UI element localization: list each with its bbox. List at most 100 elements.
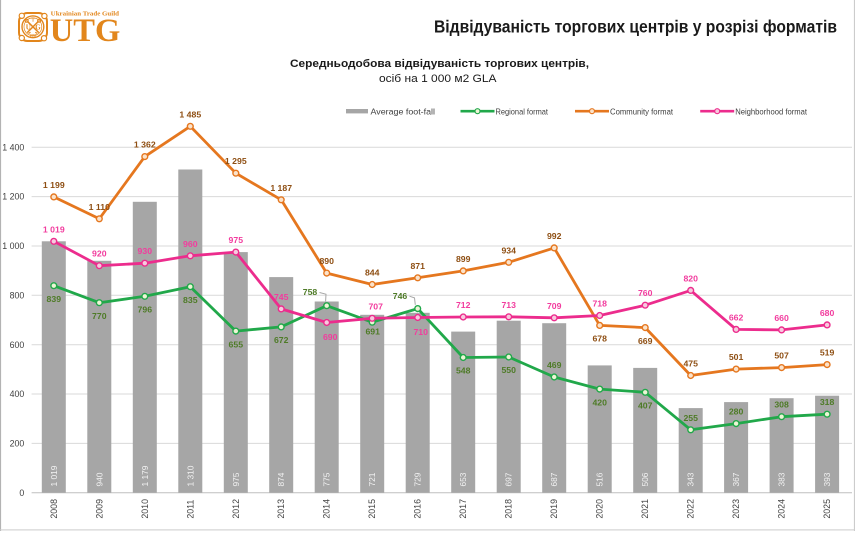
svg-text:255: 255: [683, 413, 698, 423]
svg-text:2022: 2022: [686, 499, 696, 519]
svg-text:1 200: 1 200: [2, 192, 24, 202]
svg-text:746: 746: [393, 291, 408, 301]
svg-text:407: 407: [638, 401, 653, 411]
svg-text:835: 835: [183, 295, 198, 305]
svg-text:501: 501: [729, 352, 744, 362]
svg-text:960: 960: [183, 239, 198, 249]
svg-text:318: 318: [820, 397, 835, 407]
svg-text:2018: 2018: [504, 499, 514, 519]
svg-text:2023: 2023: [731, 499, 741, 519]
svg-text:1 000: 1 000: [2, 241, 24, 251]
svg-text:680: 680: [820, 308, 835, 318]
svg-text:899: 899: [456, 254, 471, 264]
svg-text:697: 697: [504, 472, 514, 486]
svg-text:2017: 2017: [458, 499, 468, 519]
svg-text:2009: 2009: [94, 499, 104, 519]
svg-text:662: 662: [729, 312, 744, 322]
svg-text:1 110: 1 110: [89, 202, 110, 212]
svg-text:2016: 2016: [413, 499, 423, 519]
svg-text:550: 550: [501, 365, 516, 375]
svg-text:0: 0: [19, 488, 24, 498]
svg-text:T: T: [31, 17, 34, 22]
svg-text:669: 669: [638, 336, 653, 346]
svg-text:383: 383: [777, 472, 787, 486]
svg-text:796: 796: [138, 305, 153, 315]
svg-text:890: 890: [319, 256, 334, 266]
svg-text:Відвідуваність торгових центрі: Відвідуваність торгових центрів у розріз…: [434, 17, 837, 37]
svg-text:400: 400: [10, 389, 25, 399]
svg-text:2024: 2024: [777, 499, 787, 519]
svg-text:1 179: 1 179: [140, 465, 150, 486]
svg-text:745: 745: [274, 292, 289, 302]
svg-text:653: 653: [458, 472, 468, 486]
svg-text:1 199: 1 199: [43, 180, 65, 190]
svg-text:600: 600: [10, 340, 25, 350]
svg-text:506: 506: [640, 472, 650, 486]
svg-text:992: 992: [547, 231, 562, 241]
svg-text:280: 280: [729, 407, 744, 417]
svg-text:2013: 2013: [276, 499, 286, 519]
svg-text:Ukrainian Trade Guild: Ukrainian Trade Guild: [51, 11, 120, 17]
svg-text:516: 516: [595, 472, 605, 486]
svg-text:710: 710: [413, 327, 428, 337]
svg-text:Neighborhood format: Neighborhood format: [735, 106, 807, 116]
svg-text:2015: 2015: [367, 499, 377, 519]
svg-text:775: 775: [322, 472, 332, 486]
svg-text:1 019: 1 019: [49, 465, 59, 486]
svg-text:507: 507: [774, 351, 789, 361]
svg-text:1 295: 1 295: [225, 156, 247, 166]
svg-text:874: 874: [276, 472, 286, 486]
svg-text:687: 687: [549, 472, 559, 486]
svg-text:1 362: 1 362: [134, 140, 156, 150]
svg-text:Community format: Community format: [610, 106, 674, 116]
svg-text:2021: 2021: [640, 499, 650, 519]
svg-text:519: 519: [820, 348, 835, 358]
svg-text:975: 975: [229, 235, 244, 245]
svg-text:678: 678: [592, 334, 607, 344]
svg-text:800: 800: [10, 290, 25, 300]
svg-text:2010: 2010: [140, 499, 150, 519]
svg-text:2011: 2011: [185, 500, 195, 519]
svg-text:839: 839: [47, 294, 62, 304]
svg-text:709: 709: [547, 301, 562, 311]
svg-text:1997: 1997: [29, 34, 36, 38]
svg-text:672: 672: [274, 335, 289, 345]
svg-text:844: 844: [365, 268, 380, 278]
svg-text:U: U: [26, 24, 31, 32]
svg-text:1 019: 1 019: [43, 224, 65, 234]
svg-text:2014: 2014: [322, 499, 332, 519]
svg-text:1 310: 1 310: [185, 465, 195, 486]
svg-text:1 485: 1 485: [179, 109, 201, 119]
svg-text:200: 200: [10, 439, 25, 449]
svg-text:343: 343: [686, 472, 696, 486]
svg-text:Average foot-fall: Average foot-fall: [371, 106, 436, 116]
svg-text:548: 548: [456, 366, 471, 376]
svg-text:420: 420: [592, 397, 607, 407]
svg-text:707: 707: [368, 301, 383, 311]
svg-text:367: 367: [731, 472, 741, 486]
svg-text:Середньодобова відвідуваність: Середньодобова відвідуваність торгових ц…: [290, 58, 589, 70]
svg-text:691: 691: [365, 327, 380, 337]
svg-text:934: 934: [501, 245, 516, 255]
svg-text:975: 975: [231, 472, 241, 486]
svg-text:2019: 2019: [549, 499, 559, 519]
svg-text:660: 660: [774, 313, 789, 323]
svg-text:2008: 2008: [49, 499, 59, 519]
svg-text:393: 393: [822, 472, 832, 486]
svg-text:920: 920: [92, 249, 107, 259]
svg-text:469: 469: [547, 360, 562, 370]
svg-text:Regional format: Regional format: [496, 106, 549, 116]
svg-text:2020: 2020: [595, 499, 605, 519]
svg-text:1 187: 1 187: [270, 183, 292, 193]
svg-text:G: G: [35, 24, 41, 32]
svg-text:713: 713: [501, 300, 516, 310]
svg-text:729: 729: [413, 472, 423, 486]
svg-text:690: 690: [323, 332, 338, 342]
svg-text:940: 940: [94, 472, 104, 486]
svg-text:820: 820: [683, 273, 698, 283]
svg-text:2012: 2012: [231, 499, 241, 519]
svg-text:770: 770: [92, 311, 107, 321]
svg-text:308: 308: [774, 400, 789, 410]
svg-text:721: 721: [367, 472, 377, 486]
svg-text:UTG: UTG: [50, 13, 121, 49]
